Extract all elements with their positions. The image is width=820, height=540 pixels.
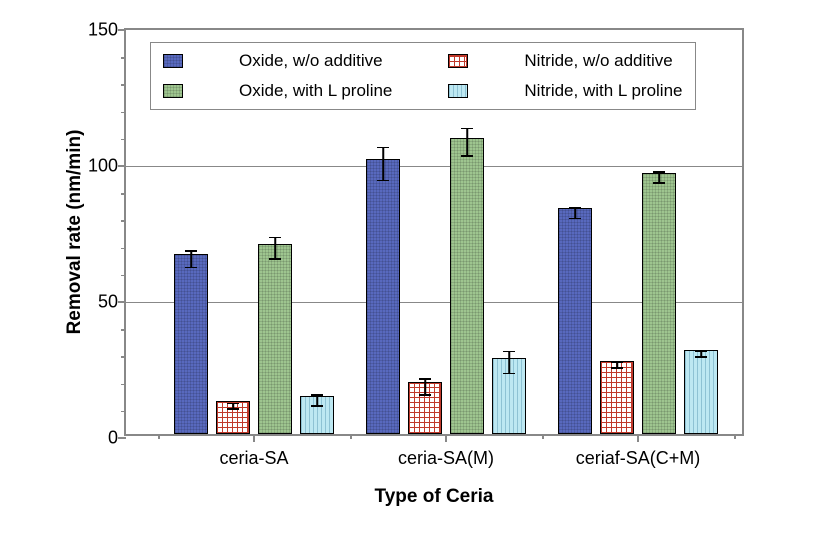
error-bar: [274, 237, 276, 259]
error-cap: [653, 171, 665, 173]
chart-container: 0 50 100 150 ceria-SA ceria-SA(M) ceriaf-SA(C+…: [0, 0, 820, 540]
error-cap: [311, 394, 323, 396]
bar: [684, 350, 718, 434]
y-axis-label: Removal rate (nm/min): [64, 130, 86, 335]
legend-label: Nitride, w/o additive: [524, 51, 682, 71]
error-cap: [461, 128, 473, 130]
error-cap: [227, 408, 239, 410]
error-bar: [658, 171, 660, 182]
legend-swatch: [448, 54, 468, 68]
x-minor-tick: [734, 434, 736, 439]
y-minor-tick: [121, 220, 126, 222]
y-minor-tick: [121, 57, 126, 59]
error-cap: [695, 351, 707, 353]
error-cap: [377, 147, 389, 149]
error-cap: [611, 362, 623, 364]
y-minor-tick: [121, 411, 126, 413]
y-minor-tick: [121, 356, 126, 358]
error-bar: [316, 394, 318, 405]
error-cap: [377, 180, 389, 182]
y-tick: [118, 301, 126, 303]
legend-label: Oxide, w/o additive: [239, 51, 392, 71]
y-tick-label: 50: [98, 292, 118, 313]
x-minor-tick: [542, 434, 544, 439]
error-cap: [461, 155, 473, 157]
bar: [558, 208, 592, 434]
y-tick-label: 100: [88, 156, 118, 177]
x-tick-label: ceria-SA(M): [398, 448, 494, 469]
bar: [450, 138, 484, 434]
error-bar: [382, 147, 384, 180]
y-minor-tick: [121, 329, 126, 331]
x-minor-tick: [350, 434, 352, 439]
error-cap: [569, 207, 581, 209]
x-tick: [445, 434, 447, 442]
error-cap: [419, 394, 431, 396]
error-bar: [574, 207, 576, 218]
error-cap: [419, 378, 431, 380]
legend: Oxide, w/o additive Nitride, w/o additive…: [150, 42, 696, 110]
x-minor-tick: [158, 434, 160, 439]
error-cap: [503, 351, 515, 353]
error-cap: [269, 237, 281, 239]
error-cap: [185, 267, 197, 269]
error-cap: [569, 218, 581, 220]
plot-area: 050100150ceria-SAceria-SA(M)ceriaf-SA(C+…: [124, 28, 744, 436]
x-tick: [253, 434, 255, 442]
y-tick-label: 0: [108, 428, 118, 449]
x-tick: [637, 434, 639, 442]
error-cap: [611, 367, 623, 369]
x-axis-label: Type of Ceria: [375, 486, 494, 508]
error-cap: [269, 258, 281, 260]
y-minor-tick: [121, 248, 126, 250]
y-minor-tick: [121, 275, 126, 277]
error-cap: [185, 250, 197, 252]
gridline: [126, 166, 742, 167]
bar: [600, 361, 634, 434]
bar: [174, 254, 208, 434]
y-minor-tick: [121, 84, 126, 86]
error-cap: [695, 356, 707, 358]
error-cap: [653, 182, 665, 184]
y-tick: [118, 437, 126, 439]
y-minor-tick: [121, 139, 126, 141]
bar: [642, 173, 676, 434]
legend-swatch: [448, 84, 468, 98]
error-cap: [227, 403, 239, 405]
legend-swatch: [163, 54, 183, 68]
bar: [366, 159, 400, 434]
y-minor-tick: [121, 193, 126, 195]
x-tick-label: ceria-SA: [219, 448, 288, 469]
bar: [258, 244, 292, 434]
error-bar: [466, 128, 468, 155]
legend-label: Oxide, with L proline: [239, 81, 392, 101]
error-cap: [311, 405, 323, 407]
y-tick: [118, 29, 126, 31]
y-minor-tick: [121, 384, 126, 386]
y-tick-label: 150: [88, 20, 118, 41]
error-bar: [190, 250, 192, 266]
error-cap: [503, 373, 515, 375]
y-minor-tick: [121, 112, 126, 114]
x-tick-label: ceriaf-SA(C+M): [576, 448, 701, 469]
y-tick: [118, 165, 126, 167]
legend-swatch: [163, 84, 183, 98]
legend-label: Nitride, with L proline: [524, 81, 682, 101]
error-bar: [424, 378, 426, 394]
error-bar: [508, 351, 510, 373]
